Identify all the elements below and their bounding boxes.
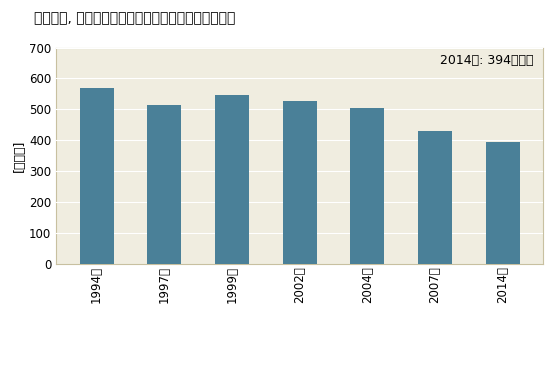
Bar: [351, 108, 384, 264]
Bar: [418, 131, 452, 264]
Text: 2014年: 394事業所: 2014年: 394事業所: [440, 54, 534, 67]
Bar: [215, 95, 249, 264]
Bar: [486, 142, 520, 264]
Text: 建築材料, 鉱物･金属材料等卸売業の事業所数の推移: 建築材料, 鉱物･金属材料等卸売業の事業所数の推移: [34, 11, 235, 25]
Bar: [147, 105, 181, 264]
Bar: [80, 88, 114, 264]
Y-axis label: [事業所]: [事業所]: [13, 139, 26, 172]
Bar: [283, 101, 316, 264]
